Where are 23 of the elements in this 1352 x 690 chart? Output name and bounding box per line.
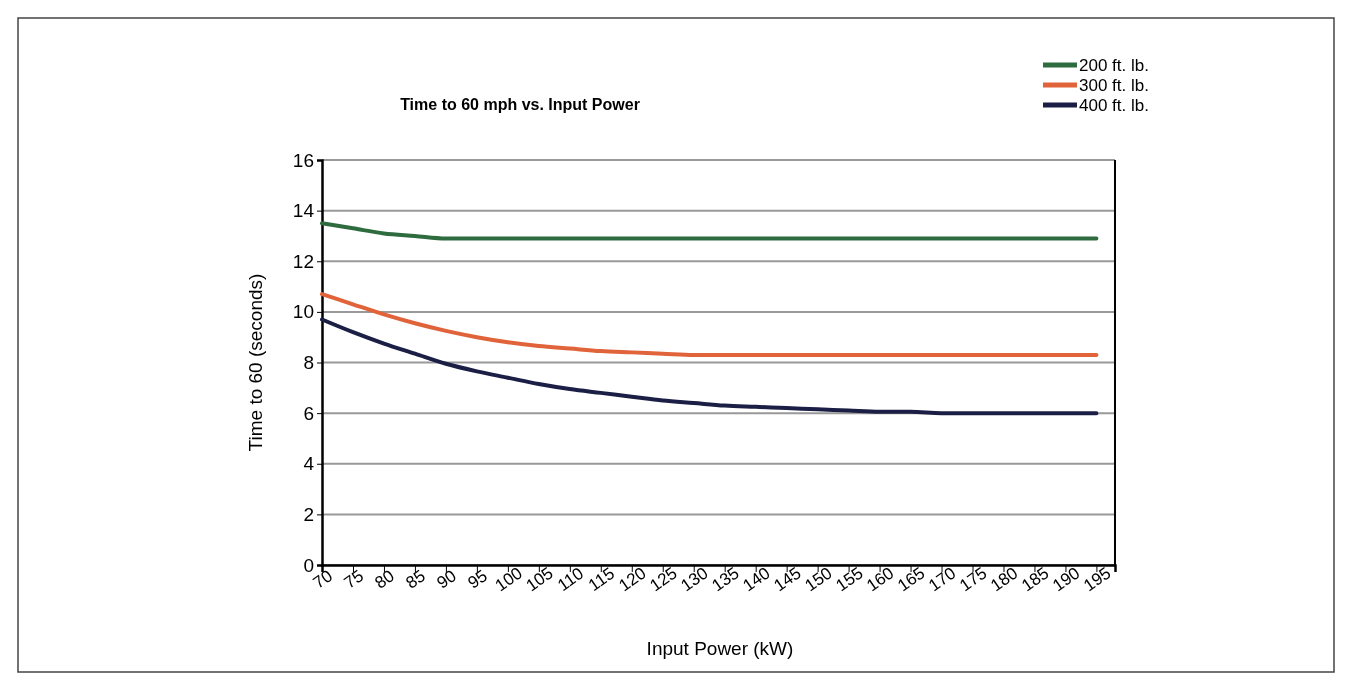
legend-label: 300 ft. lb. xyxy=(1079,75,1149,95)
y-tick-label: 0 xyxy=(303,554,314,576)
y-tick-label: 6 xyxy=(303,402,314,424)
y-axis-title: Time to 60 (seconds) xyxy=(245,273,266,452)
y-tick-label: 12 xyxy=(292,250,314,272)
line-series xyxy=(320,292,1099,357)
x-tick-label: 85 xyxy=(402,566,429,593)
x-tick-label: 95 xyxy=(464,566,491,593)
chart-title: Time to 60 mph vs. Input Power xyxy=(400,96,640,113)
x-tick-label: 75 xyxy=(340,566,367,593)
y-tick-label: 4 xyxy=(303,453,315,475)
legend-label: 400 ft. lb. xyxy=(1079,95,1149,115)
x-tick-label: 90 xyxy=(433,566,460,593)
y-tick-label: 8 xyxy=(303,352,314,374)
legend-label: 200 ft. lb. xyxy=(1079,55,1149,75)
x-tick-label: 80 xyxy=(371,566,398,593)
x-axis-title: Input Power (kW) xyxy=(646,638,794,659)
y-tick-label: 14 xyxy=(292,200,315,222)
line-series xyxy=(320,221,1099,241)
y-tick-label: 16 xyxy=(292,149,314,171)
y-tick-label: 10 xyxy=(292,301,314,323)
line-series xyxy=(320,317,1099,416)
y-tick-label: 2 xyxy=(303,503,314,525)
